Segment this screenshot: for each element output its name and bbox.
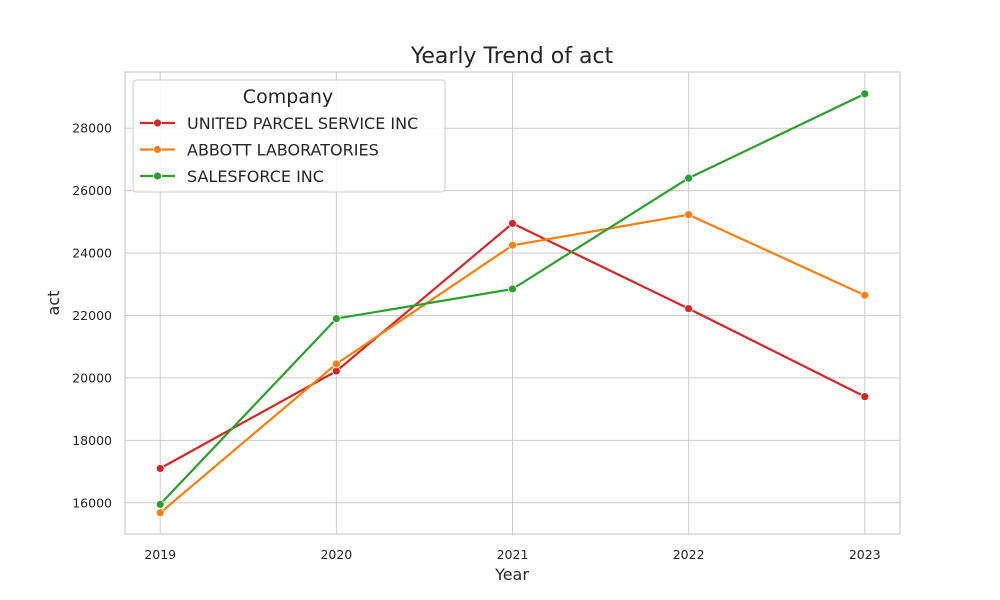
y-tick-label: 18000 xyxy=(72,433,112,448)
legend: Company UNITED PARCEL SERVICE INC ABBOTT … xyxy=(132,79,446,193)
legend-box xyxy=(132,79,446,193)
y-axis-ticks: 16000 18000 20000 22000 24000 26000 28000 xyxy=(72,121,112,511)
x-tick-label: 2023 xyxy=(849,547,881,562)
x-axis-label: Year xyxy=(494,565,529,584)
x-axis-ticks: 2019 2020 2021 2022 2023 xyxy=(144,547,880,562)
x-tick-label: 2021 xyxy=(497,547,529,562)
chart-title: Yearly Trend of act xyxy=(410,44,614,69)
x-tick-label: 2019 xyxy=(144,547,176,562)
y-tick-label: 24000 xyxy=(72,246,112,261)
data-point xyxy=(331,314,341,324)
series-1 xyxy=(155,210,870,518)
y-tick-label: 26000 xyxy=(72,183,112,198)
data-point xyxy=(684,304,694,314)
y-tick-label: 16000 xyxy=(72,495,112,510)
y-tick-label: 28000 xyxy=(72,121,112,136)
data-point xyxy=(860,89,870,99)
data-point xyxy=(155,464,165,473)
data-point xyxy=(684,173,694,183)
legend-item: ABBOTT LABORATORIES xyxy=(140,141,379,160)
legend-label: ABBOTT LABORATORIES xyxy=(187,141,379,160)
series-0 xyxy=(155,218,870,473)
legend-label: SALESFORCE INC xyxy=(187,167,324,186)
legend-item: SALESFORCE INC xyxy=(140,167,324,186)
legend-title: Company xyxy=(243,86,333,108)
series-layer xyxy=(155,89,870,518)
x-tick-label: 2020 xyxy=(320,547,352,562)
legend-marker xyxy=(153,118,162,128)
data-point xyxy=(155,508,165,518)
data-point xyxy=(508,284,517,294)
legend-items: UNITED PARCEL SERVICE INC ABBOTT LABORATO… xyxy=(140,114,418,186)
series-2 xyxy=(155,89,870,509)
legend-label: UNITED PARCEL SERVICE INC xyxy=(187,114,418,133)
data-point xyxy=(860,392,870,402)
data-point xyxy=(508,218,517,228)
plot-frame xyxy=(124,71,901,535)
x-tick-label: 2022 xyxy=(673,547,705,562)
data-point xyxy=(860,290,870,300)
y-tick-label: 20000 xyxy=(72,370,112,385)
data-point xyxy=(684,210,694,220)
legend-item: UNITED PARCEL SERVICE INC xyxy=(140,114,418,133)
legend-marker xyxy=(153,171,162,181)
data-point xyxy=(155,499,165,509)
legend-marker xyxy=(153,145,162,154)
y-axis-label: act xyxy=(44,291,63,316)
data-point xyxy=(508,240,517,250)
data-point xyxy=(331,359,341,369)
y-tick-label: 22000 xyxy=(72,308,112,323)
